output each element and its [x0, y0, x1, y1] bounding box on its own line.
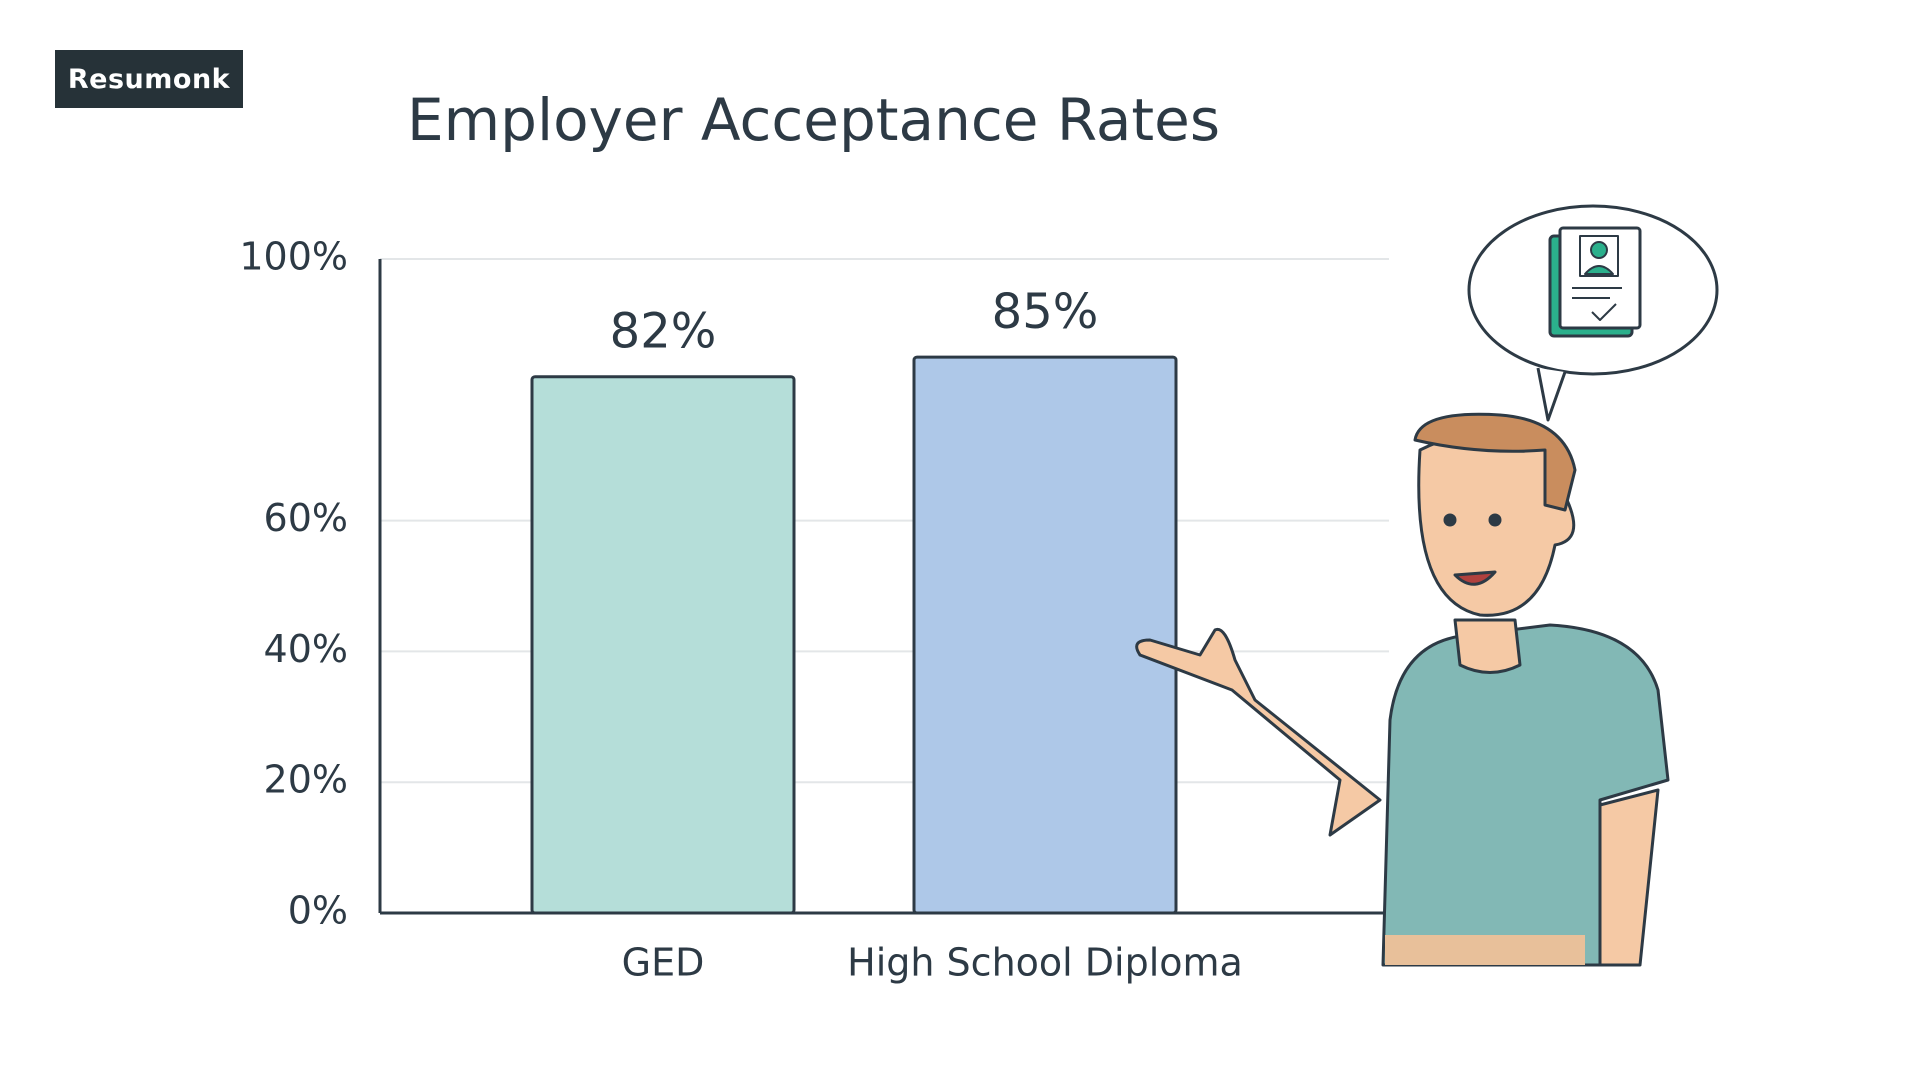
doc-body [1584, 265, 1614, 275]
x-tick-label: High School Diploma [847, 941, 1243, 985]
y-tick-label: 0% [288, 889, 348, 933]
y-tick-label: 40% [264, 627, 348, 671]
data-label: 85% [992, 284, 1099, 340]
doc-head [1590, 241, 1608, 259]
brand-badge: Resumonk [55, 50, 243, 108]
y-tick-label: 60% [264, 496, 348, 540]
x-tick-label: GED [622, 941, 705, 985]
mouth [1453, 570, 1497, 586]
shirt [1381, 623, 1670, 967]
left-arm [1135, 627, 1382, 837]
y-tick-label: 20% [264, 758, 348, 802]
eye [1443, 513, 1457, 527]
data-label: 82% [610, 304, 717, 360]
doc-lines [1572, 287, 1622, 321]
eye [1488, 513, 1502, 527]
hair [1413, 412, 1577, 512]
neck [1453, 618, 1522, 674]
bubble-tail [1536, 367, 1567, 422]
bar [530, 375, 796, 915]
illustration [1135, 204, 1719, 967]
pants [1385, 935, 1585, 965]
bar [912, 355, 1178, 915]
y-tick-label: 100% [239, 235, 348, 279]
right-arm [1598, 788, 1660, 967]
chart-title: Employer Acceptance Rates [407, 86, 1220, 154]
